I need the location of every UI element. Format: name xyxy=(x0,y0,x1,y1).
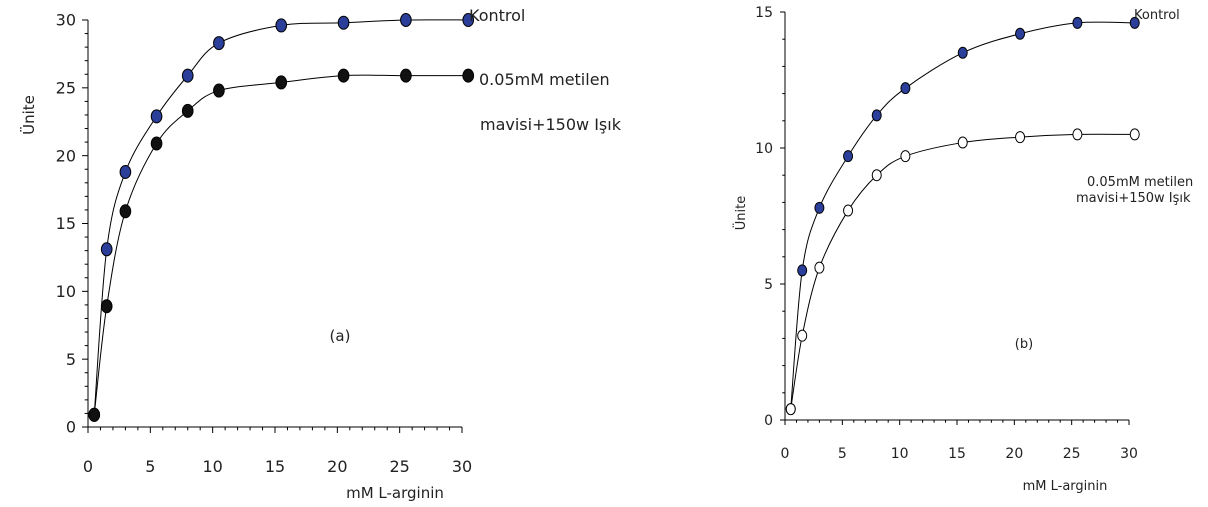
y-tick-label: 0 xyxy=(764,413,773,429)
data-point xyxy=(213,36,225,51)
data-point xyxy=(462,68,475,83)
data-point xyxy=(181,68,194,83)
panel-label: (a) xyxy=(330,327,351,345)
x-tick-label: 10 xyxy=(891,446,909,462)
data-point xyxy=(1015,27,1026,40)
data-point xyxy=(337,68,350,83)
data-point xyxy=(1072,16,1083,29)
data-point xyxy=(100,299,113,314)
data-point xyxy=(900,150,911,163)
data-point xyxy=(797,264,808,277)
x-tick-label: 0 xyxy=(781,446,790,462)
y-tick-label: 0 xyxy=(66,418,76,437)
data-point xyxy=(957,46,968,59)
x-tick-label: 15 xyxy=(265,457,285,476)
y-tick-label: 10 xyxy=(755,141,773,157)
x-axis-label: mM L-arginin xyxy=(1023,479,1108,494)
x-tick-label: 30 xyxy=(452,457,472,476)
data-point xyxy=(1129,16,1140,29)
x-tick-label: 5 xyxy=(838,446,847,462)
series-label-line-2: mavisi+150w Işık xyxy=(480,115,622,134)
data-point xyxy=(150,136,163,151)
data-point xyxy=(400,68,412,83)
panel-label: (b) xyxy=(1015,337,1033,352)
data-point xyxy=(150,109,163,124)
data-point xyxy=(181,103,194,118)
x-tick-label: 25 xyxy=(389,457,409,476)
x-tick-label: 5 xyxy=(145,457,155,476)
data-point xyxy=(871,169,882,182)
data-point xyxy=(275,18,288,33)
y-tick-label: 5 xyxy=(764,277,773,293)
data-point xyxy=(1072,128,1083,141)
data-point xyxy=(843,204,854,217)
data-point xyxy=(100,242,113,257)
data-point xyxy=(1129,128,1140,141)
y-tick-label: 30 xyxy=(56,11,76,30)
data-point xyxy=(213,83,225,98)
data-point xyxy=(119,204,132,219)
data-point xyxy=(88,407,101,422)
series-line xyxy=(790,21,1135,410)
y-axis-label: Ünite xyxy=(19,95,38,135)
data-point xyxy=(814,261,825,274)
x-tick-label: 25 xyxy=(1063,446,1081,462)
data-point xyxy=(119,164,132,179)
data-point xyxy=(785,403,796,416)
series-label-kontrol: Kontrol xyxy=(469,6,525,25)
y-tick-label: 25 xyxy=(56,78,76,97)
series-label-line-1: 0.05mM metilen xyxy=(1087,175,1193,190)
data-point xyxy=(797,329,808,342)
series-label-line-2: mavisi+150w Işık xyxy=(1076,191,1191,206)
data-point xyxy=(871,109,882,122)
data-point xyxy=(400,13,412,27)
y-tick-label: 15 xyxy=(755,5,773,21)
y-tick-label: 10 xyxy=(56,282,76,301)
data-point xyxy=(843,150,854,163)
chart-panel-a: 0 5 10 15 20 25 30 0 5 10 15 20 25 30 mM L-arginin Ünit… xyxy=(19,6,622,502)
data-point xyxy=(337,15,350,30)
series-label-line-1: 0.05mM metilen xyxy=(479,70,610,89)
y-tick-label: 5 xyxy=(66,350,76,369)
y-tick-label: 15 xyxy=(56,214,76,233)
data-point xyxy=(814,201,825,214)
y-tick-label: 20 xyxy=(56,146,76,165)
x-tick-label: 10 xyxy=(202,457,222,476)
x-tick-label: 20 xyxy=(1005,446,1023,462)
x-tick-label: 20 xyxy=(327,457,347,476)
data-point xyxy=(900,82,911,95)
data-point xyxy=(275,75,288,90)
data-point xyxy=(957,136,968,149)
x-axis-label: mM L-arginin xyxy=(346,484,444,502)
series-label-kontrol: Kontrol xyxy=(1134,8,1180,23)
data-point xyxy=(1015,131,1026,144)
x-tick-label: 15 xyxy=(948,446,966,462)
series-line xyxy=(790,133,1135,410)
x-tick-label: 0 xyxy=(83,457,93,476)
y-axis-label: Ünite xyxy=(732,196,749,230)
data-point xyxy=(462,13,475,27)
chart-panel-b: 0 5 10 15 20 25 30 0 5 10 15 mM L-arginin Ünite (b) Ko… xyxy=(732,5,1193,494)
x-tick-label: 30 xyxy=(1120,446,1138,462)
